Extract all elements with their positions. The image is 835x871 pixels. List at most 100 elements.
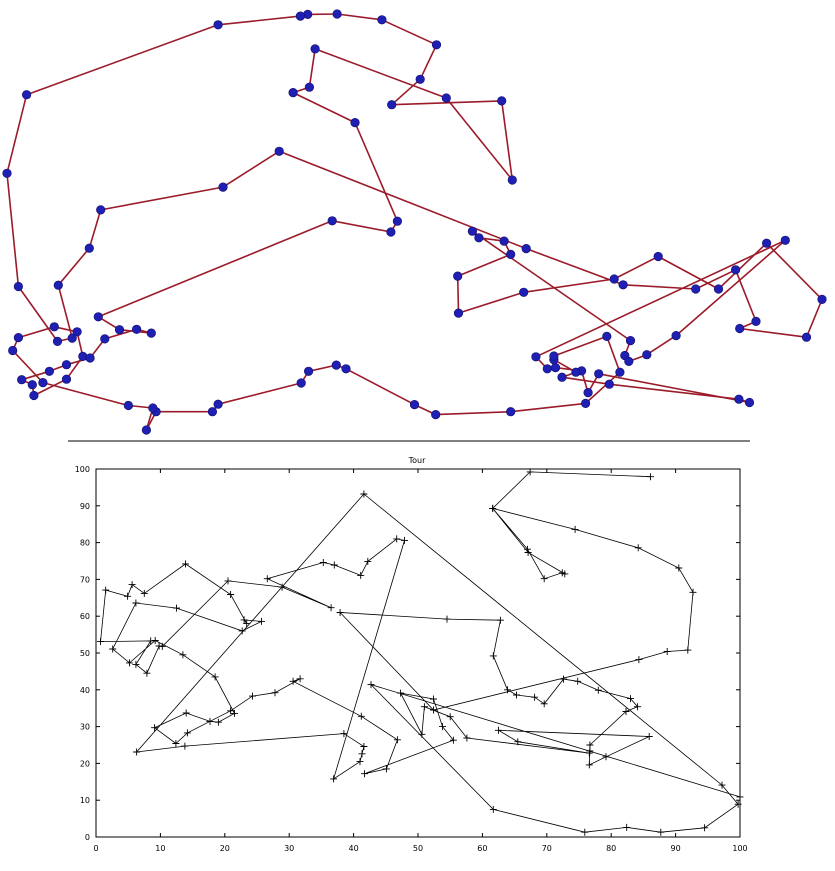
tour-node xyxy=(296,12,305,21)
tour-node xyxy=(625,357,634,366)
tour-node xyxy=(328,217,337,226)
tour-node xyxy=(115,325,124,334)
tour-node xyxy=(519,288,528,297)
tour-node xyxy=(781,236,790,245)
tour-edge xyxy=(807,299,823,337)
tour-node xyxy=(594,370,603,379)
tour-node xyxy=(85,244,94,253)
tour-point-marker xyxy=(495,727,502,734)
tour-point-marker xyxy=(635,544,642,551)
tour-edge xyxy=(337,14,382,20)
tour-point-marker xyxy=(264,575,271,582)
tour-point-marker xyxy=(490,652,497,659)
tour-point-marker xyxy=(227,591,234,598)
chart-title: Tour xyxy=(408,456,426,465)
tour-node xyxy=(558,373,567,382)
y-tick-label: 50 xyxy=(80,649,90,658)
x-tick-label: 30 xyxy=(284,844,294,853)
tour-point-marker xyxy=(394,736,401,743)
tour-edge xyxy=(43,383,128,406)
tour-node xyxy=(410,400,419,409)
tour-node xyxy=(73,328,82,337)
tour-point-marker xyxy=(328,604,335,611)
tour-point-marker xyxy=(258,618,265,625)
tour-node xyxy=(497,97,506,106)
tour-edge xyxy=(458,254,511,276)
tour-node xyxy=(50,323,59,332)
tour-point-marker xyxy=(572,526,579,533)
tour-point-marker xyxy=(272,689,279,696)
tour-point-marker xyxy=(397,690,404,697)
tour-node xyxy=(387,100,396,109)
tour-point-marker xyxy=(541,700,548,707)
tour-node xyxy=(584,388,593,397)
tour-point-marker xyxy=(447,713,454,720)
tour-node xyxy=(762,239,771,248)
plot-frame xyxy=(96,469,740,837)
tour-point-marker xyxy=(97,638,104,645)
tour-edge xyxy=(218,16,300,25)
tour-edge xyxy=(458,276,459,313)
x-tick-label: 90 xyxy=(671,844,681,853)
tour-node xyxy=(522,244,531,253)
tour-point-marker xyxy=(623,824,630,831)
tour-edge xyxy=(315,49,446,98)
tour-node xyxy=(378,15,387,24)
tour-point-marker xyxy=(182,560,189,567)
tour-node xyxy=(643,350,652,359)
y-tick-label: 10 xyxy=(80,796,90,805)
x-tick-label: 100 xyxy=(732,844,747,853)
tour-point-marker xyxy=(560,676,567,683)
tour-node xyxy=(581,399,590,408)
tour-point-marker xyxy=(684,647,691,654)
tour-node xyxy=(214,400,223,409)
tour-edge xyxy=(101,187,223,210)
tour-node xyxy=(672,331,681,340)
tour-node xyxy=(86,354,95,363)
x-tick-label: 0 xyxy=(93,844,98,853)
tour-node xyxy=(3,169,12,178)
tour-point-marker xyxy=(147,637,154,644)
tour-node xyxy=(691,285,700,294)
tour-edge xyxy=(767,243,822,299)
tour-node xyxy=(616,368,625,377)
tour-edge xyxy=(332,221,391,232)
tour-node xyxy=(551,363,560,372)
tour-point-marker xyxy=(444,616,451,623)
tour-node xyxy=(619,281,628,290)
y-tick-label: 0 xyxy=(85,833,90,842)
tour-edge xyxy=(355,123,397,222)
tour-node xyxy=(752,317,761,326)
tour-edge xyxy=(647,336,676,355)
tour-node xyxy=(54,281,63,290)
x-tick-label: 10 xyxy=(155,844,165,853)
tour-point-marker xyxy=(331,562,338,569)
tour-point-marker xyxy=(181,743,188,750)
tour-node xyxy=(745,398,754,407)
tour-point-marker xyxy=(359,750,366,757)
y-tick-label: 90 xyxy=(80,502,90,511)
tour-node xyxy=(132,325,141,334)
tour-node xyxy=(17,375,26,384)
x-tick-label: 80 xyxy=(606,844,616,853)
tour-node xyxy=(508,176,517,185)
tour-point-marker xyxy=(361,770,368,777)
tour-node xyxy=(297,379,306,388)
tour-edge xyxy=(18,327,54,338)
tour-node xyxy=(208,407,217,416)
tour-node xyxy=(506,250,515,259)
x-tick-label: 70 xyxy=(542,844,552,853)
tour-edge xyxy=(18,287,57,342)
tour-point-marker xyxy=(701,824,708,831)
tour-edge xyxy=(658,257,718,290)
tour-node xyxy=(654,252,663,261)
tour-point-marker xyxy=(418,731,425,738)
tour-edge xyxy=(279,151,526,248)
tour-node xyxy=(214,21,223,30)
tour-point-marker xyxy=(401,537,408,544)
tour-edge xyxy=(98,221,332,317)
tour-node xyxy=(442,94,451,103)
x-tick-label: 50 xyxy=(413,844,423,853)
tour-edge xyxy=(382,20,437,45)
tour-point-marker xyxy=(179,651,186,658)
